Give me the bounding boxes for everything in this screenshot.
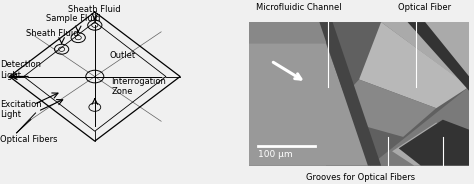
Polygon shape — [319, 22, 381, 166]
Text: Detection
Light: Detection Light — [0, 60, 41, 80]
Polygon shape — [381, 22, 469, 87]
Polygon shape — [359, 22, 469, 108]
Polygon shape — [408, 22, 469, 91]
Text: Sample Fluid: Sample Fluid — [46, 14, 100, 23]
Polygon shape — [326, 79, 436, 137]
Text: Grooves for Optical Fibers: Grooves for Optical Fibers — [306, 173, 415, 182]
Polygon shape — [249, 22, 370, 166]
Text: Outlet: Outlet — [109, 51, 135, 59]
Polygon shape — [326, 22, 469, 166]
Text: Interrogation
Zone: Interrogation Zone — [111, 77, 166, 96]
Text: Excitation
Light: Excitation Light — [0, 100, 42, 119]
Polygon shape — [399, 120, 469, 166]
Polygon shape — [249, 22, 326, 44]
Text: Sheath Fluid: Sheath Fluid — [68, 5, 121, 14]
Text: Optical Fiber: Optical Fiber — [398, 3, 451, 12]
Polygon shape — [249, 44, 370, 166]
Text: Sheath Fluid: Sheath Fluid — [26, 29, 79, 38]
Text: Optical Fibers: Optical Fibers — [0, 135, 57, 144]
Text: 100 μm: 100 μm — [258, 150, 292, 159]
Polygon shape — [392, 123, 469, 166]
Text: Microfluidic Channel: Microfluidic Channel — [256, 3, 341, 12]
